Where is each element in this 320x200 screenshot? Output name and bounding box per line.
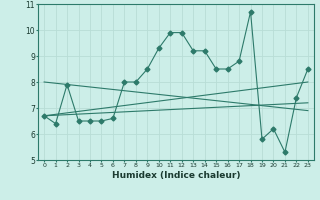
X-axis label: Humidex (Indice chaleur): Humidex (Indice chaleur) bbox=[112, 171, 240, 180]
